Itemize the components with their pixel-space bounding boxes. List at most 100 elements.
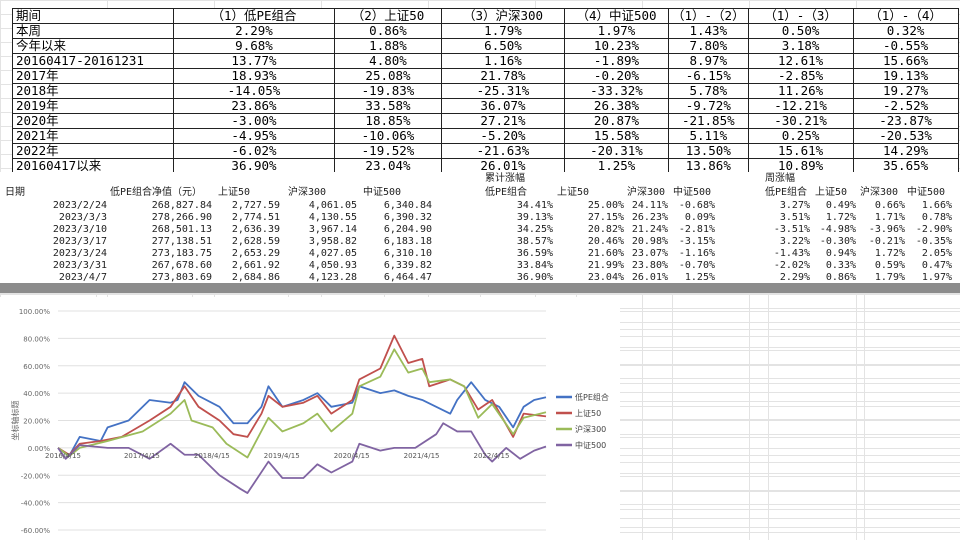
sheet-cell[interactable]: 2023/3/17 <box>52 236 107 247</box>
table-cell[interactable]: 0.25% <box>747 128 854 144</box>
sheet-cell[interactable]: -3.96% <box>868 224 905 235</box>
sheet-cell[interactable]: 25.00% <box>587 200 624 211</box>
table-cell[interactable]: 2017年 <box>12 68 174 84</box>
table-cell[interactable]: 21.78% <box>441 68 565 84</box>
sheet-cell[interactable]: -0.30% <box>819 236 856 247</box>
sheet-cell[interactable]: 上证50 <box>218 187 251 198</box>
table-cell[interactable]: 33.58% <box>334 98 442 114</box>
sheet-cell[interactable]: 上证50 <box>815 187 848 198</box>
sheet-cell[interactable]: -0.68% <box>678 200 715 211</box>
table-cell[interactable]: 14.29% <box>852 143 959 159</box>
header-cell[interactable]: （2）上证50 <box>334 8 442 24</box>
table-cell[interactable]: 19.13% <box>852 68 959 84</box>
table-cell[interactable]: -23.87% <box>852 113 959 129</box>
sheet-cell[interactable]: 2023/2/24 <box>52 200 107 211</box>
sheet-cell[interactable]: -1.43% <box>773 248 810 259</box>
table-cell[interactable]: 20.87% <box>564 113 669 129</box>
table-cell[interactable]: -1.89% <box>564 53 669 69</box>
table-cell[interactable]: 2018年 <box>12 83 174 99</box>
table-cell[interactable]: 今年以来 <box>12 38 174 54</box>
table-cell[interactable]: 8.97% <box>668 53 749 69</box>
sheet-cell[interactable]: 4,050.93 <box>308 260 357 271</box>
sheet-cell[interactable]: 4,061.05 <box>308 200 357 211</box>
table-cell[interactable]: -21.85% <box>668 113 749 129</box>
table-cell[interactable]: 15.66% <box>852 53 959 69</box>
sheet-cell[interactable]: -4.98% <box>819 224 856 235</box>
sheet-cell[interactable]: 39.13% <box>516 212 553 223</box>
table-cell[interactable]: 6.50% <box>441 38 565 54</box>
table-cell[interactable]: -30.21% <box>747 113 854 129</box>
sheet-cell[interactable]: 4,123.28 <box>308 272 357 283</box>
sheet-cell[interactable]: -2.02% <box>773 260 810 271</box>
sheet-cell[interactable]: 2023/3/3 <box>58 212 107 223</box>
table-cell[interactable]: 27.21% <box>441 113 565 129</box>
sheet-cell[interactable]: 1.71% <box>874 212 905 223</box>
table-cell[interactable]: 2022年 <box>12 143 174 159</box>
sheet-cell[interactable]: -0.21% <box>868 236 905 247</box>
table-cell[interactable]: -14.05% <box>173 83 335 99</box>
sheet-cell[interactable]: 23.04% <box>587 272 624 283</box>
sheet-cell[interactable]: 1.25% <box>684 272 715 283</box>
header-cell[interactable]: （4）中证500 <box>564 8 669 24</box>
sheet-cell[interactable]: 6,340.84 <box>383 200 432 211</box>
table-cell[interactable]: 13.77% <box>173 53 335 69</box>
sheet-cell[interactable]: 3,958.82 <box>308 236 357 247</box>
sheet-cell[interactable]: -0.35% <box>915 236 952 247</box>
sheet-cell[interactable]: 3,967.14 <box>308 224 357 235</box>
sheet-cell[interactable]: 34.41% <box>516 200 553 211</box>
sheet-cell[interactable]: 0.33% <box>825 260 856 271</box>
table-cell[interactable]: 20160417-20161231 <box>12 53 174 69</box>
sheet-cell[interactable]: 3.51% <box>779 212 810 223</box>
sheet-cell[interactable]: 0.78% <box>921 212 952 223</box>
table-cell[interactable]: 1.97% <box>564 23 669 39</box>
sheet-cell[interactable]: 沪深300 <box>860 187 899 198</box>
sheet-cell[interactable]: 1.72% <box>874 248 905 259</box>
table-cell[interactable]: -2.52% <box>852 98 959 114</box>
sheet-cell[interactable]: -1.16% <box>678 248 715 259</box>
table-cell[interactable]: -2.85% <box>747 68 854 84</box>
sheet-cell[interactable]: 277,138.51 <box>151 236 212 247</box>
header-cell[interactable]: （1）-（4） <box>852 8 959 24</box>
sheet-cell[interactable]: 累计涨幅 <box>485 173 525 184</box>
table-cell[interactable]: 5.78% <box>668 83 749 99</box>
sheet-cell[interactable]: 21.60% <box>587 248 624 259</box>
sheet-cell[interactable]: 6,204.90 <box>383 224 432 235</box>
header-cell[interactable]: （1）低PE组合 <box>173 8 335 24</box>
line-chart[interactable]: 100.00% 80.00% 60.00% 40.00% 20.00% 0.00% -20.… <box>0 297 620 540</box>
sheet-cell[interactable]: 4,130.55 <box>308 212 357 223</box>
sheet-cell[interactable]: 21.24% <box>631 224 668 235</box>
sheet-cell[interactable]: 1.79% <box>874 272 905 283</box>
table-cell[interactable]: 0.50% <box>747 23 854 39</box>
sheet-cell[interactable]: 23.07% <box>631 248 668 259</box>
table-cell[interactable]: 3.18% <box>747 38 854 54</box>
sheet-cell[interactable]: 2023/3/10 <box>52 224 107 235</box>
table-cell[interactable]: 10.23% <box>564 38 669 54</box>
sheet-cell[interactable]: 6,464.47 <box>383 272 432 283</box>
table-cell[interactable]: 15.58% <box>564 128 669 144</box>
sheet-cell[interactable]: 1.97% <box>921 272 952 283</box>
sheet-cell[interactable]: 24.11% <box>631 200 668 211</box>
sheet-cell[interactable]: 中证500 <box>907 187 946 198</box>
sheet-cell[interactable]: 1.72% <box>825 212 856 223</box>
sheet-cell[interactable]: -2.90% <box>915 224 952 235</box>
table-cell[interactable]: 5.11% <box>668 128 749 144</box>
table-cell[interactable]: 本周 <box>12 23 174 39</box>
table-cell[interactable]: -10.06% <box>334 128 442 144</box>
sheet-cell[interactable]: 沪深300 <box>288 187 327 198</box>
table-cell[interactable]: 9.68% <box>173 38 335 54</box>
sheet-cell[interactable]: 2.29% <box>779 272 810 283</box>
sheet-cell[interactable]: 日期 <box>5 187 25 198</box>
sheet-cell[interactable]: 低PE组合 <box>765 187 808 198</box>
sheet-cell[interactable]: 2,653.29 <box>231 248 280 259</box>
sheet-cell[interactable]: 267,678.60 <box>151 260 212 271</box>
table-cell[interactable]: 13.86% <box>668 158 749 174</box>
sheet-cell[interactable]: 2,628.59 <box>231 236 280 247</box>
table-cell[interactable]: 2020年 <box>12 113 174 129</box>
sheet-cell[interactable]: 21.99% <box>587 260 624 271</box>
sheet-cell[interactable]: 0.94% <box>825 248 856 259</box>
header-cell[interactable]: 期间 <box>12 8 174 24</box>
table-cell[interactable]: 7.80% <box>668 38 749 54</box>
sheet-cell[interactable]: 2.05% <box>921 248 952 259</box>
sheet-cell[interactable]: 周涨幅 <box>765 173 795 184</box>
sheet-cell[interactable]: 268,501.13 <box>151 224 212 235</box>
